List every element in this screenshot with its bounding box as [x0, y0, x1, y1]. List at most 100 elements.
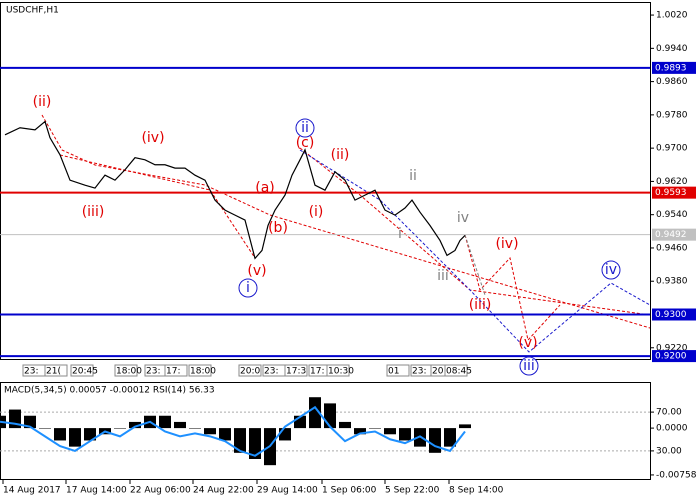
trend-line	[41, 114, 651, 329]
chip-label: 23:	[264, 367, 278, 377]
x-tick-label: 5 Sep 22:00	[385, 486, 440, 496]
chip-label: 08:45	[446, 367, 472, 377]
chip-label: 23:	[146, 367, 160, 377]
y-tick-label: 0.9780	[656, 110, 688, 120]
y-tick-label: 0.9700	[656, 144, 688, 154]
macd-bar	[444, 428, 456, 447]
chip-label: 23:	[24, 367, 38, 377]
chip	[164, 364, 188, 377]
wave-circle	[295, 118, 315, 138]
macd-bar	[84, 428, 96, 441]
y-tick-label: 0.9380	[656, 277, 688, 287]
macd-bar	[204, 428, 216, 435]
macd-bar	[279, 428, 291, 441]
wave-label: iv	[457, 210, 469, 226]
y-tick-label: 0.9460	[656, 243, 688, 253]
macd-bar	[459, 424, 471, 429]
wave-label: (i)	[309, 204, 324, 220]
x-tick-label: 14 Aug 2017	[3, 486, 61, 496]
level-label: 0.9593	[655, 188, 687, 198]
chip-label: 23:	[412, 367, 426, 377]
level-label: 0.9492	[655, 230, 687, 240]
y2-tick-label: 0.0000	[656, 424, 688, 434]
chip	[238, 364, 262, 377]
macd-bar	[234, 428, 246, 453]
macd-bar	[249, 428, 261, 459]
wave-circle	[238, 278, 258, 298]
chip-label: 17:	[166, 367, 180, 377]
chip-label: 17:3	[286, 367, 306, 377]
macd-bar	[369, 428, 381, 429]
wave-label: iii	[523, 358, 535, 374]
wave-circle	[601, 260, 621, 280]
wave-circle	[519, 356, 539, 376]
x-tick-label: 1 Sep 06:00	[322, 486, 377, 496]
chip	[326, 364, 350, 377]
x-tick-label: 22 Aug 06:00	[130, 486, 191, 496]
y-tick-label: 0.9620	[656, 177, 688, 187]
level-label-box	[652, 186, 696, 199]
trend-line	[59, 154, 256, 259]
macd-bar	[174, 421, 186, 429]
macd-bar	[159, 415, 171, 429]
wave-label: (iii)	[469, 297, 492, 313]
wave-label: iv	[605, 262, 617, 278]
level-label-box	[652, 61, 696, 74]
x-tick-label: 24 Aug 22:00	[193, 486, 254, 496]
macd-bar	[54, 428, 66, 441]
chip-label: 21(	[46, 367, 61, 377]
wave-label: ii	[301, 120, 309, 136]
chip-label: 10:30	[328, 367, 354, 377]
chip-label: 20:0	[240, 367, 260, 377]
projection-gray	[464, 234, 486, 296]
indicator-frame	[0, 382, 651, 480]
y2-tick-label: -0.00758	[656, 470, 697, 480]
level-label-box	[652, 308, 696, 321]
price-line	[4, 120, 466, 260]
y-tick-label: 30.00	[656, 446, 682, 456]
x-tick-label: 29 Aug 14:00	[257, 486, 318, 496]
wave-label: (ii)	[331, 147, 350, 163]
macd-bar	[24, 415, 36, 429]
wave-label: (v)	[518, 335, 537, 351]
macd-bar	[354, 428, 366, 435]
chip	[114, 364, 138, 377]
chip	[444, 364, 468, 377]
macd-bar	[69, 428, 81, 447]
wave-label: i	[246, 280, 250, 296]
chip	[284, 364, 308, 377]
level-label: 0.9893	[655, 63, 687, 73]
wave-label: i	[398, 226, 402, 242]
chip	[70, 364, 94, 377]
trend-line	[299, 147, 651, 316]
chip	[44, 364, 68, 377]
level-label: 0.9300	[655, 310, 687, 320]
wave-label: (v)	[247, 263, 266, 279]
wave-label: (iv)	[141, 130, 164, 146]
wave-label: iii	[437, 268, 449, 284]
macd-bar	[114, 428, 126, 429]
projection-red	[464, 234, 561, 342]
macd-bar	[189, 428, 201, 429]
chip-label: 20:45	[72, 367, 98, 377]
y-tick-label: 0.9860	[656, 77, 688, 87]
x-tick-label: 17 Aug 14:00	[66, 486, 127, 496]
chip-label: 18:00	[190, 367, 216, 377]
macd-bar	[384, 428, 396, 435]
macd-bar	[309, 397, 321, 429]
macd-bar	[399, 428, 411, 441]
wave-label: (ii)	[33, 94, 52, 110]
macd-bar	[39, 428, 51, 429]
y-tick-label: 0.9540	[656, 210, 688, 220]
wave-label: (iii)	[82, 204, 105, 220]
macd-bar	[219, 428, 231, 441]
level-label-box	[652, 350, 696, 363]
y-tick-label: 0.9940	[656, 44, 688, 54]
wave-label: ii	[409, 168, 417, 184]
wave-label: (b)	[268, 220, 288, 236]
y-tick-label: 70.00	[656, 408, 682, 418]
y-tick-label: 1.0020	[656, 11, 688, 21]
chip-label: 01	[388, 367, 399, 377]
macd-bar	[429, 428, 441, 453]
